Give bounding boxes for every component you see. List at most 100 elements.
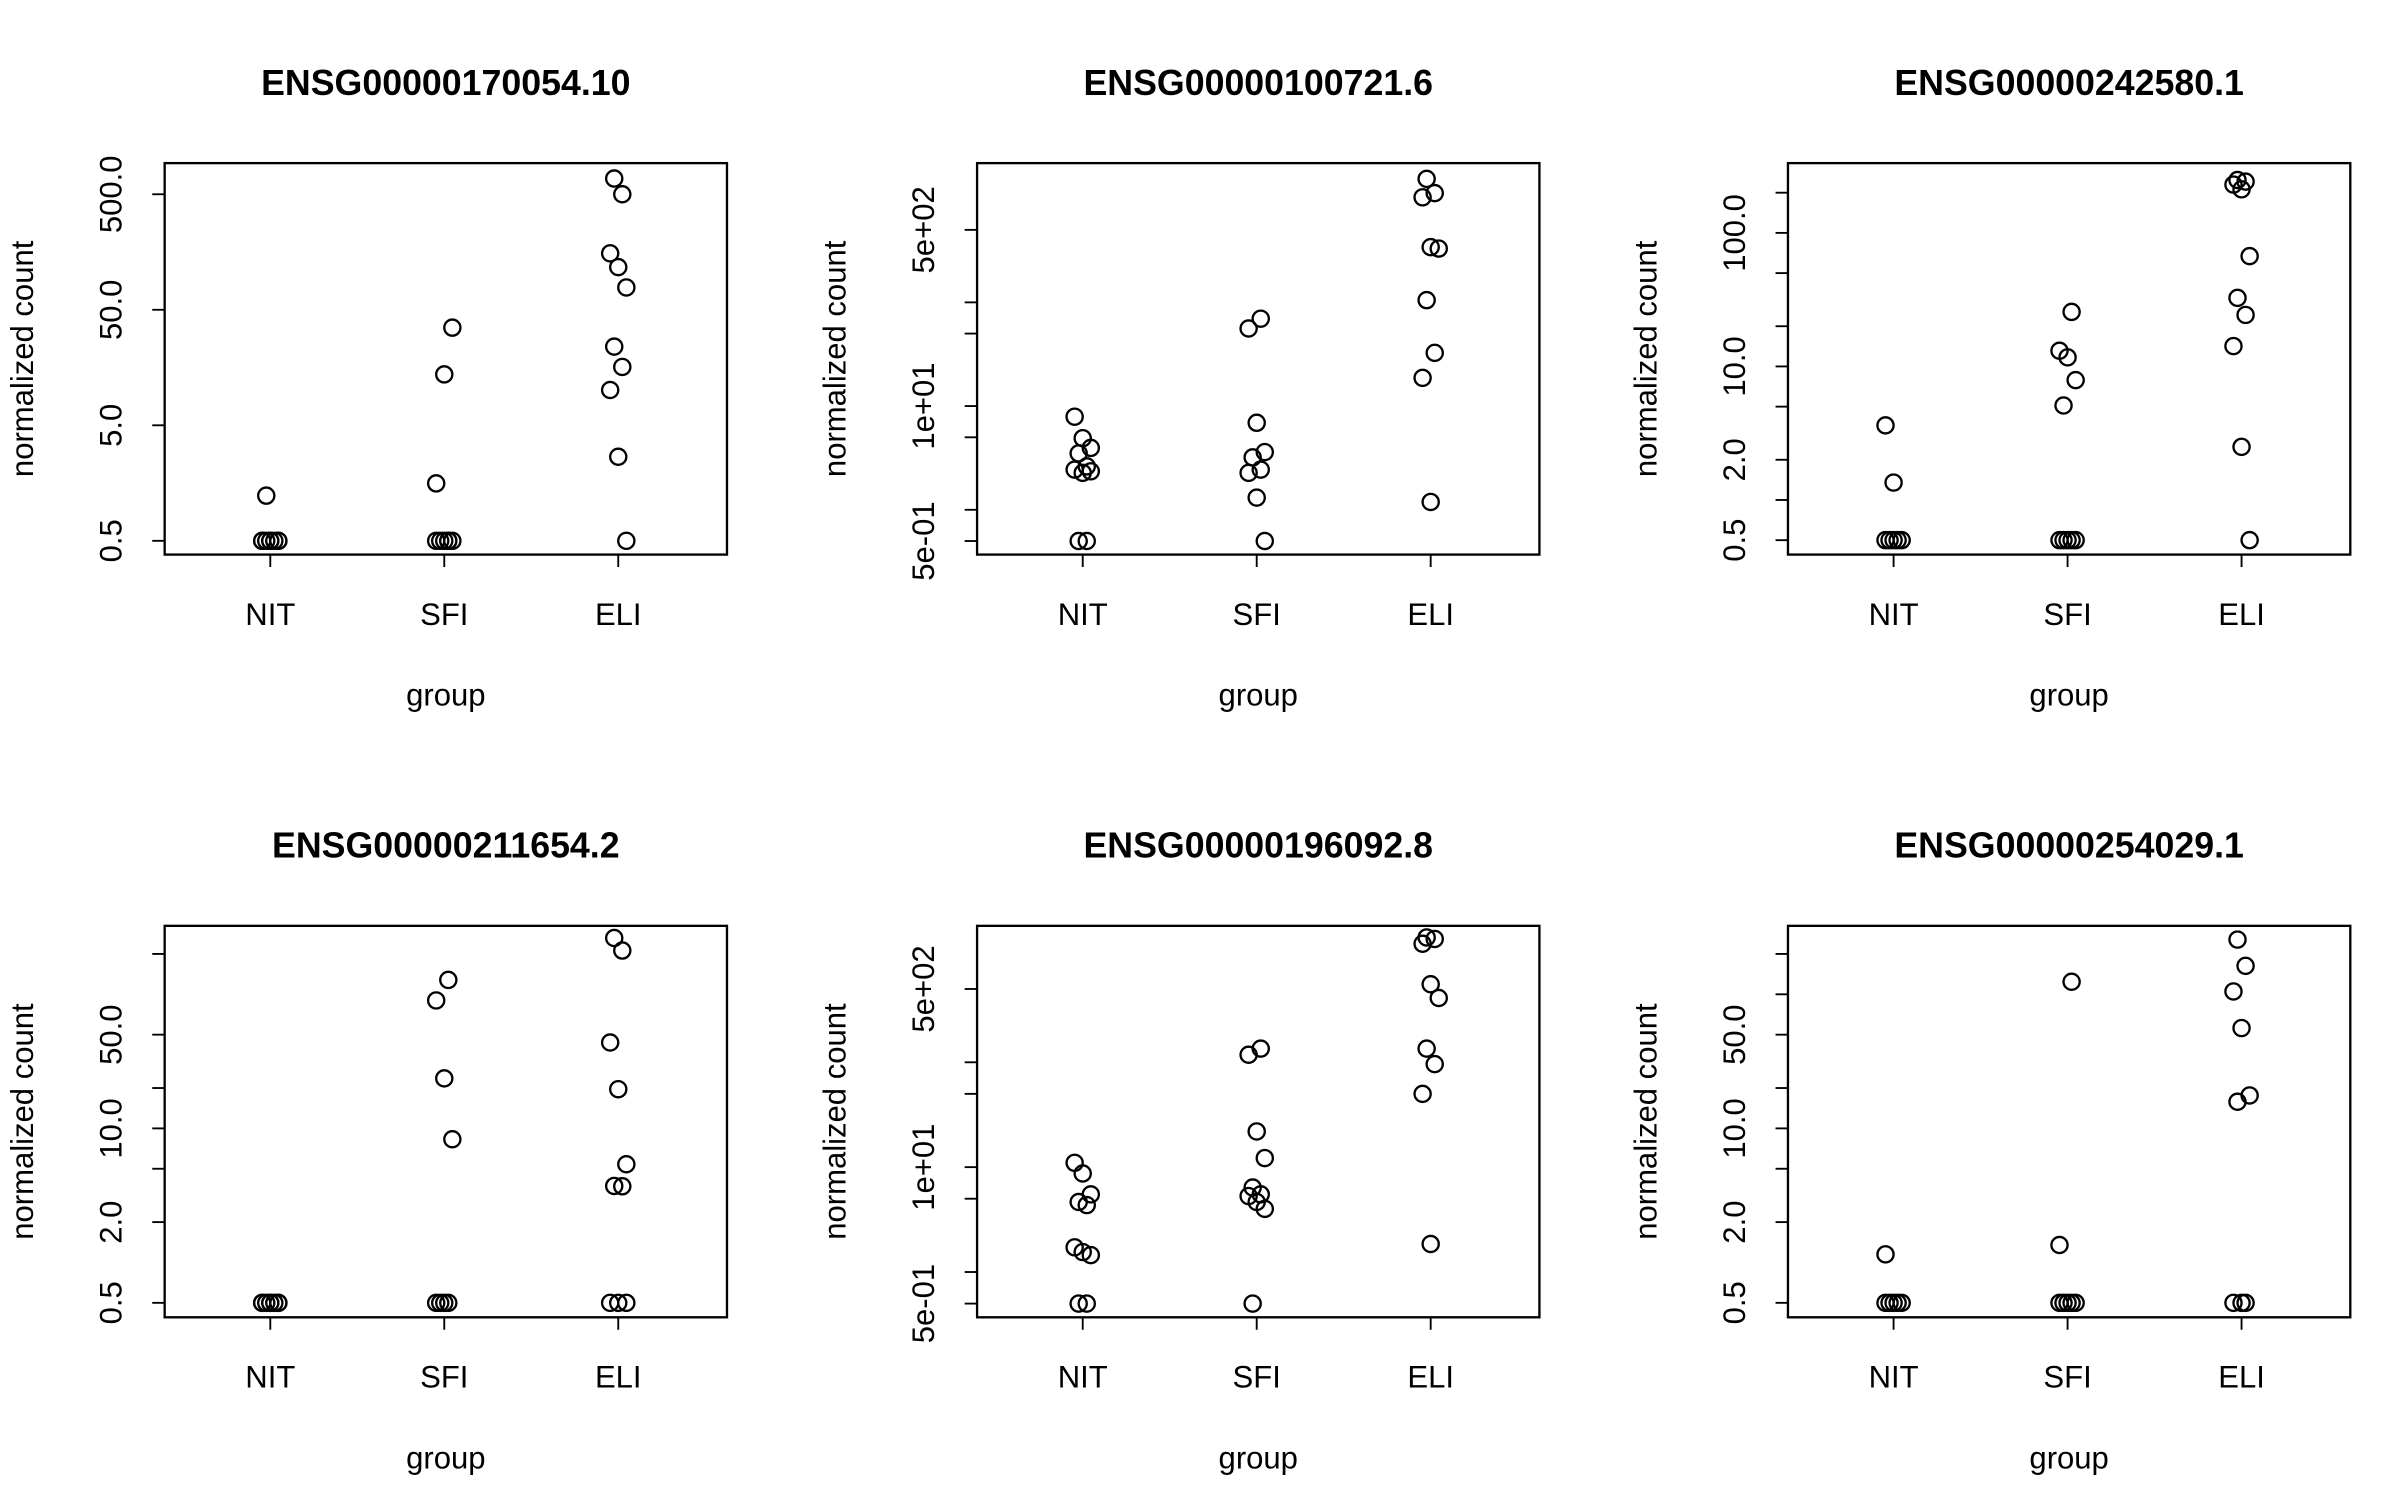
point bbox=[609, 257, 628, 277]
point bbox=[2058, 348, 2077, 367]
chart-title: ENSG00000196092.8 bbox=[1083, 826, 1433, 866]
point bbox=[1876, 416, 1895, 435]
point bbox=[1888, 1293, 1907, 1313]
point bbox=[2232, 180, 2251, 199]
point bbox=[2228, 288, 2247, 308]
point bbox=[2232, 437, 2251, 457]
point bbox=[1247, 1122, 1266, 1141]
point bbox=[2228, 1092, 2247, 1111]
y-tick-label: 5e-01 bbox=[906, 501, 941, 580]
y-tick-label: 5e-01 bbox=[906, 1264, 941, 1343]
plot-frame bbox=[975, 924, 1541, 1319]
y-tick-label: 1e+01 bbox=[906, 362, 941, 449]
point bbox=[1077, 1195, 1096, 1215]
point bbox=[261, 1293, 280, 1313]
y-tick-label: 0.5 bbox=[94, 519, 129, 562]
point bbox=[1417, 169, 1436, 189]
point bbox=[1239, 463, 1258, 483]
point bbox=[617, 531, 636, 551]
point bbox=[2066, 530, 2085, 550]
y-axis-label: normalized count bbox=[5, 240, 40, 477]
point bbox=[613, 1177, 632, 1196]
point bbox=[2050, 1235, 2069, 1255]
x-tick-label: ELI bbox=[1407, 597, 1454, 632]
point bbox=[269, 531, 288, 551]
y-tick-label: 0.5 bbox=[1717, 519, 1752, 562]
point bbox=[1429, 988, 1448, 1008]
x-tick-label: ELI bbox=[1407, 1360, 1454, 1395]
point bbox=[1429, 239, 1448, 258]
point bbox=[1425, 183, 1444, 203]
plot-frame bbox=[1786, 161, 2352, 556]
point bbox=[600, 1033, 620, 1052]
x-tick-label: SFI bbox=[1233, 597, 1281, 632]
chart-title: ENSG00000170054.10 bbox=[261, 63, 630, 103]
x-axis-label: group bbox=[2029, 678, 2108, 713]
point bbox=[604, 169, 624, 188]
x-axis-label: group bbox=[406, 1440, 485, 1475]
x-tick-label: NIT bbox=[245, 597, 295, 632]
point bbox=[257, 486, 276, 505]
x-tick-label: NIT bbox=[1058, 597, 1108, 632]
point bbox=[1065, 407, 1084, 426]
y-tick-label: 5e+02 bbox=[906, 186, 941, 273]
y-tick-label: 10.0 bbox=[94, 1098, 129, 1158]
y-axis-label: normalized count bbox=[5, 1003, 40, 1240]
point bbox=[435, 1293, 454, 1313]
point bbox=[1884, 530, 1903, 550]
chart-title: ENSG00000211654.2 bbox=[272, 826, 620, 866]
point bbox=[1884, 473, 1903, 492]
point bbox=[1255, 442, 1275, 462]
point bbox=[1425, 929, 1444, 949]
plot-frame bbox=[163, 161, 729, 556]
x-tick-label: NIT bbox=[1869, 1360, 1919, 1395]
point bbox=[2240, 246, 2259, 266]
x-axis-label: group bbox=[1219, 678, 1298, 713]
point bbox=[1425, 1054, 1444, 1074]
point bbox=[600, 244, 620, 263]
point bbox=[2062, 972, 2081, 992]
point bbox=[2062, 302, 2081, 322]
point bbox=[1876, 530, 1895, 550]
y-tick-label: 0.5 bbox=[94, 1281, 129, 1324]
point bbox=[1065, 1153, 1084, 1173]
point bbox=[2054, 530, 2073, 550]
point bbox=[1239, 319, 1258, 338]
x-tick-label: NIT bbox=[1869, 597, 1919, 632]
y-tick-label: 50.0 bbox=[94, 280, 129, 340]
point bbox=[2236, 305, 2255, 325]
y-tick-label: 1e+01 bbox=[906, 1124, 941, 1211]
point bbox=[1251, 460, 1270, 479]
point bbox=[1417, 290, 1436, 310]
y-tick-label: 5e+02 bbox=[906, 945, 941, 1032]
point bbox=[1425, 343, 1444, 363]
plot-frame bbox=[163, 924, 729, 1319]
x-tick-label: SFI bbox=[2043, 1360, 2091, 1395]
point bbox=[604, 337, 624, 356]
y-tick-label: 0.5 bbox=[1717, 1281, 1752, 1324]
x-tick-label: ELI bbox=[2218, 1360, 2265, 1395]
y-tick-label: 10.0 bbox=[1717, 1098, 1752, 1158]
point bbox=[1077, 1294, 1096, 1313]
point bbox=[2050, 1293, 2069, 1313]
y-tick-label: 2.0 bbox=[94, 1201, 129, 1244]
y-tick-label: 10.0 bbox=[1717, 336, 1752, 396]
y-axis-label: normalized count bbox=[817, 240, 852, 477]
point bbox=[261, 531, 280, 551]
point bbox=[1421, 1234, 1440, 1254]
point bbox=[426, 1293, 446, 1313]
x-tick-label: SFI bbox=[2043, 597, 2091, 632]
y-tick-label: 100.0 bbox=[1717, 194, 1752, 272]
y-tick-label: 2.0 bbox=[1717, 1201, 1752, 1244]
point bbox=[1073, 1164, 1092, 1183]
y-tick-label: 50.0 bbox=[1717, 1004, 1752, 1064]
x-tick-label: SFI bbox=[1233, 1360, 1281, 1395]
x-tick-label: ELI bbox=[595, 1360, 642, 1395]
point bbox=[269, 1293, 288, 1313]
point bbox=[609, 1293, 628, 1313]
x-tick-label: ELI bbox=[595, 597, 642, 632]
point bbox=[1081, 1185, 1101, 1204]
point bbox=[617, 1293, 636, 1313]
point bbox=[600, 380, 620, 400]
